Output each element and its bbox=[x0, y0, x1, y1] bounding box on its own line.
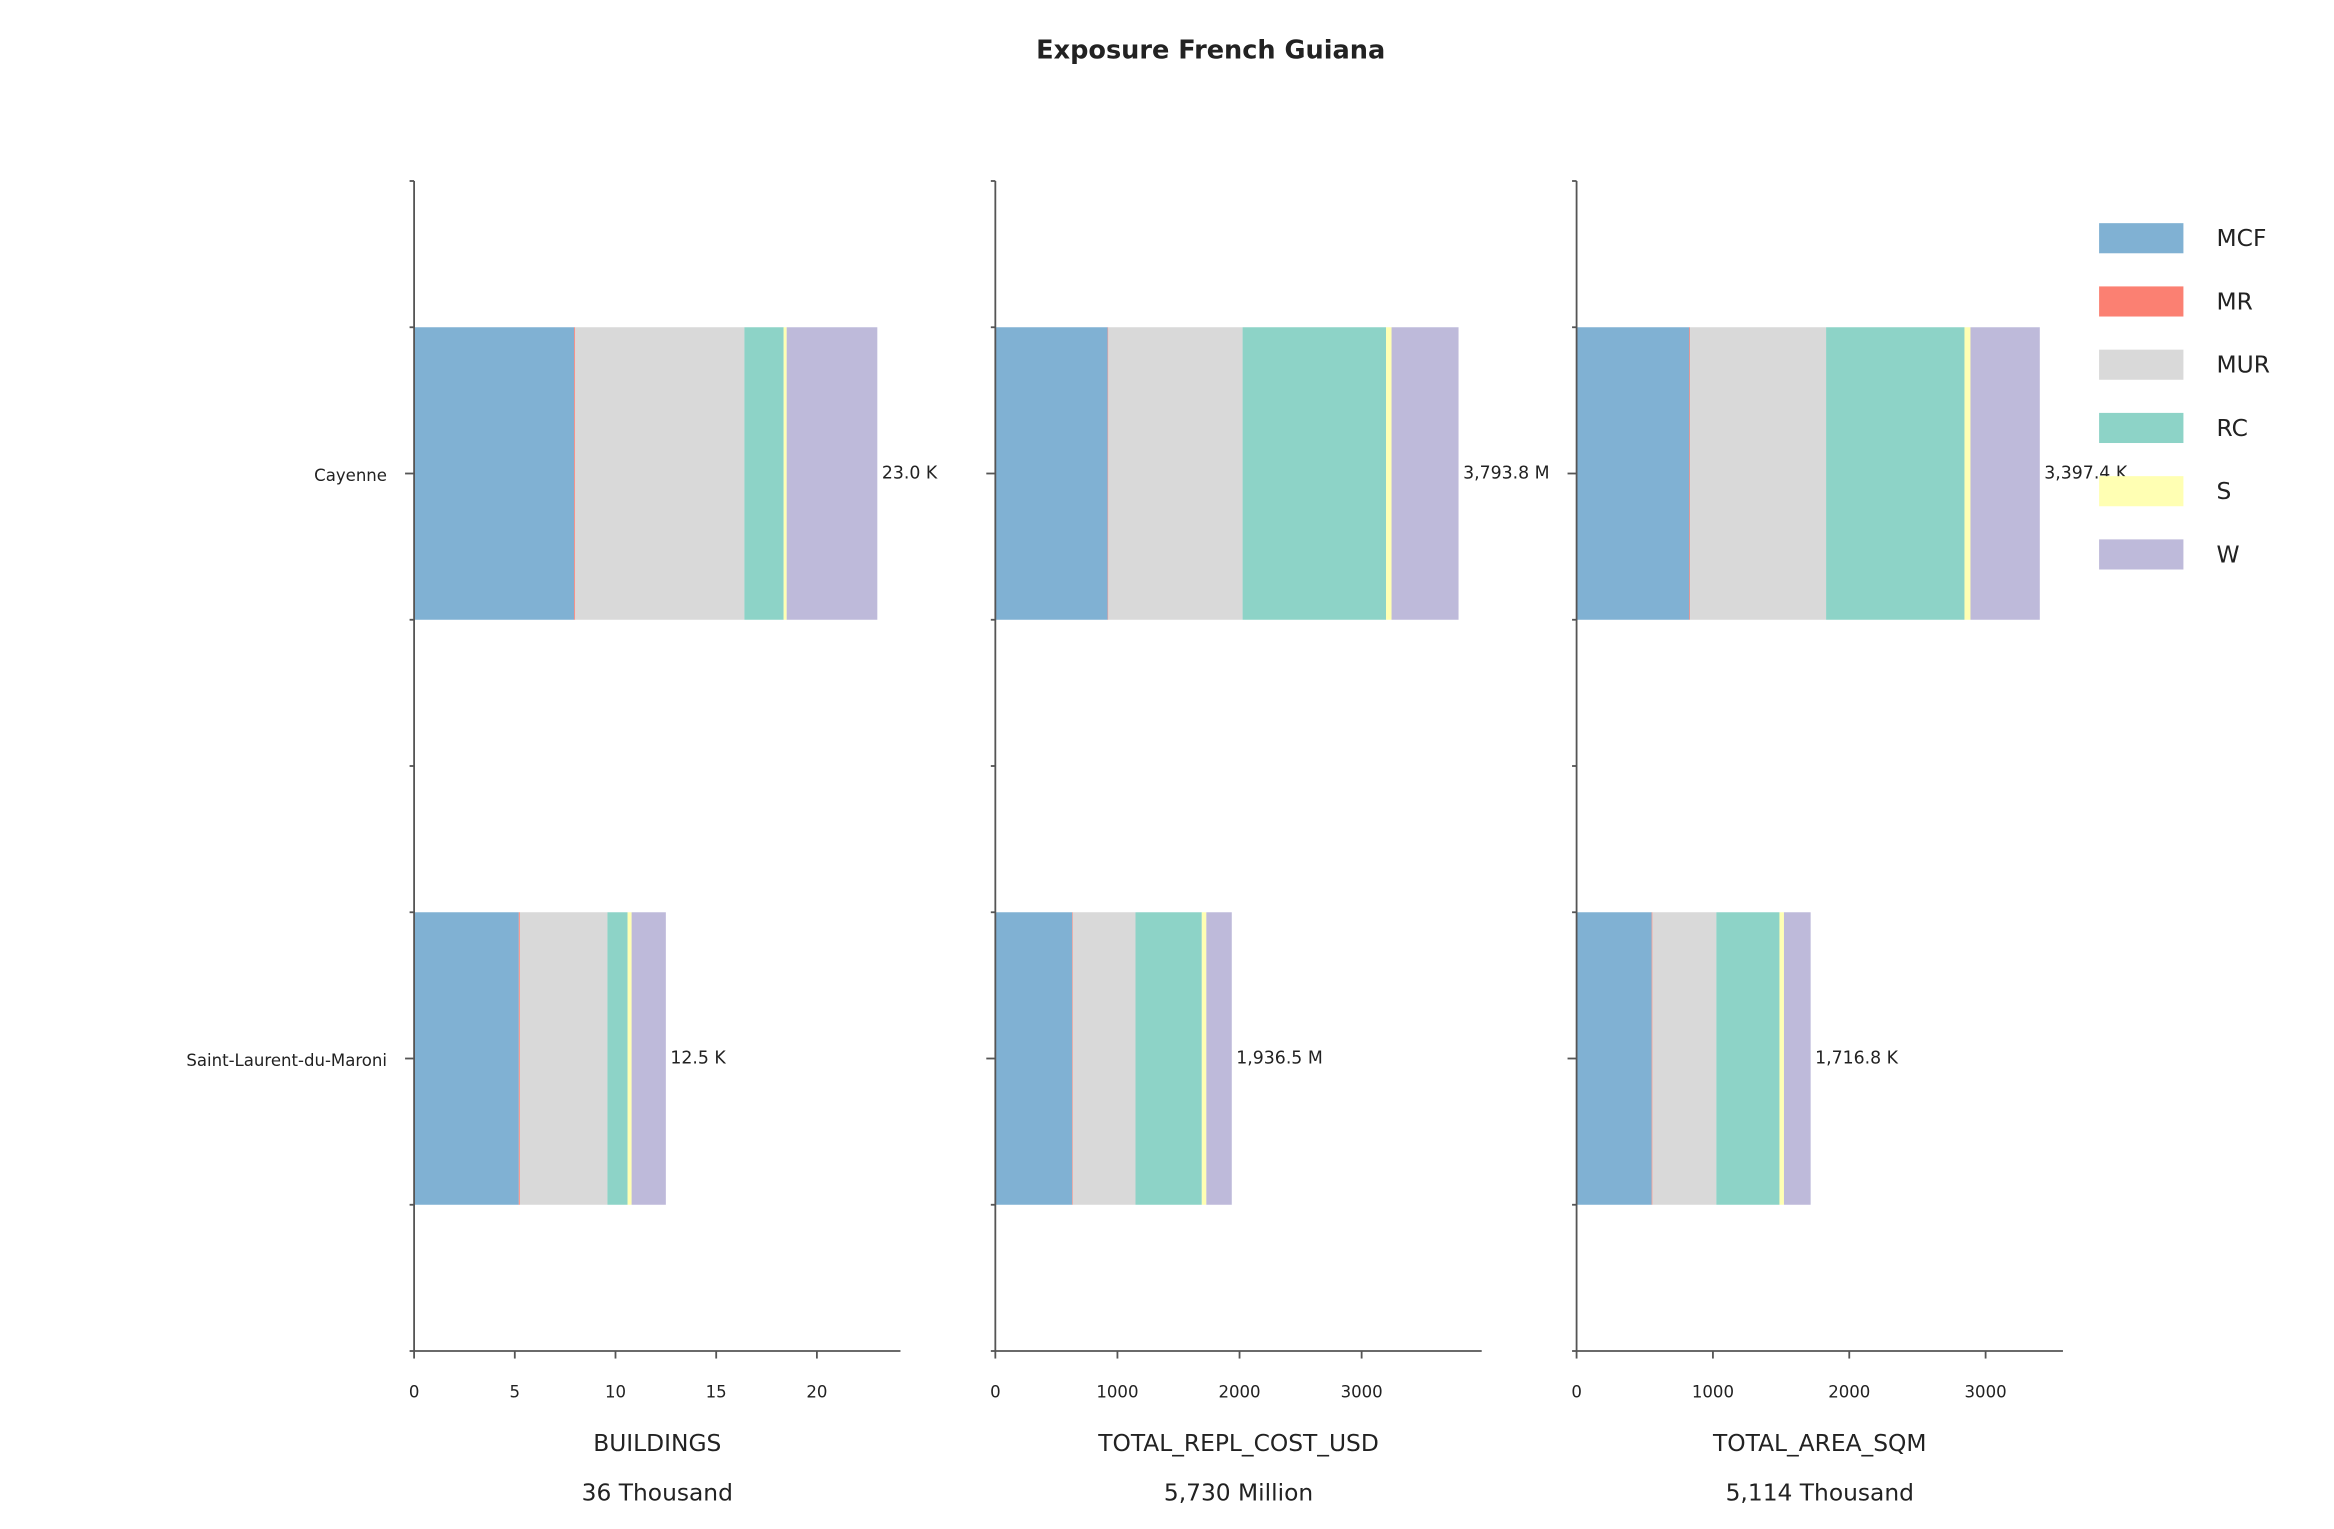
legend-swatch bbox=[2099, 349, 2184, 380]
bar-segment bbox=[414, 327, 575, 620]
value-label: 23.0 K bbox=[882, 464, 938, 484]
legend-label: S bbox=[2217, 477, 2232, 505]
bar-segment bbox=[1576, 327, 1690, 620]
bar-segment bbox=[1779, 912, 1784, 1205]
bar-segment bbox=[414, 912, 519, 1205]
legend-swatch bbox=[2099, 539, 2184, 570]
legend-label: W bbox=[2217, 540, 2240, 568]
legend-label: RC bbox=[2217, 414, 2248, 442]
x-axis-label: TOTAL_AREA_SQM bbox=[1712, 1429, 1927, 1457]
x-tick-label: 10 bbox=[605, 1383, 626, 1402]
legend-swatch bbox=[2099, 476, 2184, 507]
bar-segment bbox=[1652, 912, 1717, 1205]
legend-label: MUR bbox=[2217, 351, 2270, 379]
x-tick-label: 5 bbox=[510, 1383, 521, 1402]
legend-label: MCF bbox=[2217, 224, 2267, 252]
bar-segment bbox=[1135, 912, 1202, 1205]
x-tick-label: 20 bbox=[806, 1383, 827, 1402]
x-tick-label: 0 bbox=[990, 1383, 1001, 1402]
x-axis-label: TOTAL_REPL_COST_USD bbox=[1097, 1429, 1379, 1457]
bar-segment bbox=[1206, 912, 1232, 1205]
x-tick-label: 1000 bbox=[1692, 1383, 1734, 1402]
bar-segment bbox=[1072, 912, 1073, 1205]
bar-segment bbox=[1651, 912, 1653, 1205]
bar-segment bbox=[607, 912, 628, 1205]
bar-segment bbox=[1391, 327, 1459, 620]
value-label: 3,793.8 M bbox=[1463, 464, 1549, 484]
bar-segment bbox=[1716, 912, 1780, 1205]
bar-segment bbox=[1690, 327, 1827, 620]
bar-segment bbox=[518, 912, 520, 1205]
x-axis-subtitle: 36 Thousand bbox=[582, 1479, 733, 1507]
value-label: 1,936.5 M bbox=[1236, 1049, 1322, 1069]
bar-segment bbox=[574, 327, 576, 620]
legend-swatch bbox=[2099, 412, 2184, 444]
x-axis-label: BUILDINGS bbox=[593, 1429, 721, 1457]
bar-segment bbox=[1970, 327, 2040, 620]
x-axis-subtitle: 5,730 Million bbox=[1164, 1479, 1313, 1507]
bar-segment bbox=[519, 912, 608, 1205]
value-label: 12.5 K bbox=[670, 1049, 726, 1069]
value-label: 1,716.8 K bbox=[1815, 1049, 1899, 1069]
x-tick-label: 0 bbox=[409, 1383, 420, 1402]
x-axis-subtitle: 5,114 Thousand bbox=[1726, 1479, 1914, 1507]
bar-segment bbox=[1689, 327, 1691, 620]
legend-swatch bbox=[2099, 223, 2184, 254]
x-tick-label: 2000 bbox=[1218, 1383, 1260, 1402]
bar-segment bbox=[1242, 327, 1387, 620]
y-tick-label: Saint-Laurent-du-Maroni bbox=[186, 1051, 387, 1070]
x-tick-label: 0 bbox=[1571, 1383, 1582, 1402]
bar-segment bbox=[1107, 327, 1109, 620]
bar-segment bbox=[631, 912, 666, 1205]
y-tick-label: Cayenne bbox=[314, 466, 387, 485]
bar-segment bbox=[744, 327, 784, 620]
bar-segment bbox=[995, 912, 1073, 1205]
bar-segment bbox=[1783, 912, 1811, 1205]
x-tick-label: 3000 bbox=[1341, 1383, 1383, 1402]
bar-segment bbox=[1386, 327, 1392, 620]
x-tick-label: 1000 bbox=[1096, 1383, 1138, 1402]
bar-segment bbox=[627, 912, 632, 1205]
bar-segment bbox=[575, 327, 745, 620]
bar-segment bbox=[783, 327, 787, 620]
bar-segment bbox=[1072, 912, 1136, 1205]
bar-segment bbox=[1964, 327, 1971, 620]
bar-segment bbox=[1826, 327, 1965, 620]
bar-segment bbox=[995, 327, 1108, 620]
bar-segment bbox=[1201, 912, 1207, 1205]
bar-segment bbox=[1576, 912, 1652, 1205]
x-tick-label: 15 bbox=[706, 1383, 727, 1402]
bar-segment bbox=[1108, 327, 1243, 620]
chart-title: Exposure French Guiana bbox=[1036, 36, 1385, 66]
x-tick-label: 3000 bbox=[1965, 1383, 2007, 1402]
legend-label: MR bbox=[2217, 287, 2253, 315]
bar-segment bbox=[786, 327, 878, 620]
legend-swatch bbox=[2099, 286, 2184, 317]
x-tick-label: 2000 bbox=[1828, 1383, 1870, 1402]
